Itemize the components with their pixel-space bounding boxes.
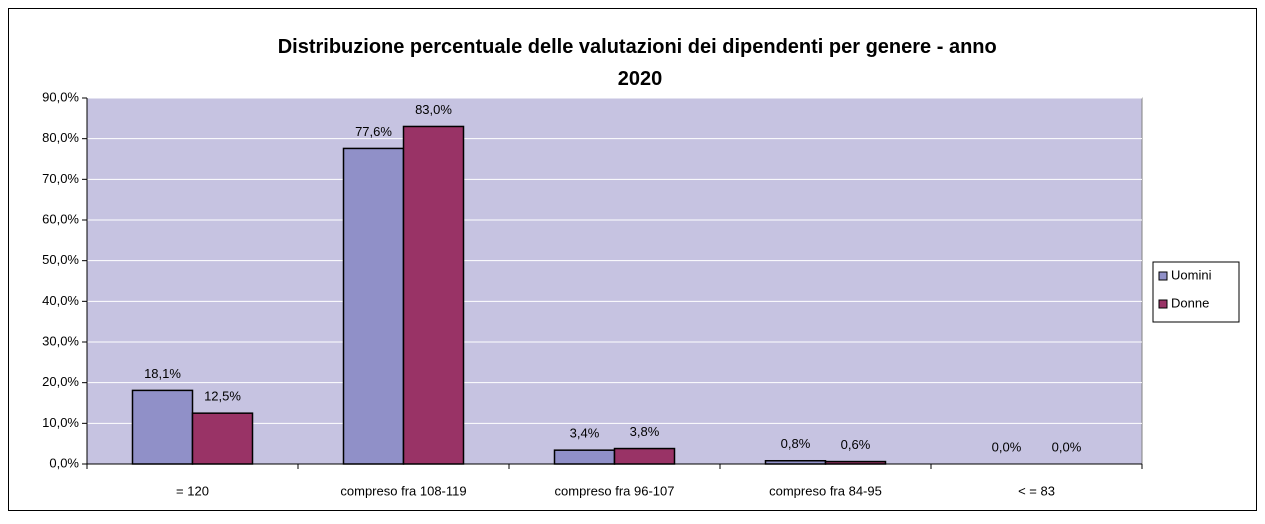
bar (613, 447, 676, 465)
data-label: 0,0% (992, 439, 1022, 454)
data-label: 0,6% (841, 437, 871, 452)
data-label: 83,0% (415, 102, 452, 117)
y-tick-label: 90,0% (42, 89, 79, 104)
y-tick-label: 40,0% (42, 293, 79, 308)
x-tick-label: compreso fra 108-119 (340, 483, 466, 498)
x-tick-label: = 120 (176, 483, 209, 498)
x-tick-label: compreso fra 84-95 (769, 483, 882, 498)
bar (824, 460, 887, 465)
chart-title: Distribuzione percentuale delle valutazi… (278, 36, 1003, 90)
data-label: 18,1% (144, 366, 181, 381)
bar (191, 412, 254, 465)
y-tick-label: 60,0% (42, 211, 79, 226)
y-tick-label: 80,0% (42, 130, 79, 145)
bar (553, 449, 616, 465)
data-label: 12,5% (204, 389, 241, 404)
bar (764, 459, 827, 465)
legend-label: Donne (1171, 295, 1209, 310)
data-label: 3,4% (570, 426, 600, 441)
y-tick-label: 10,0% (42, 415, 79, 430)
y-tick-label: 30,0% (42, 333, 79, 348)
bar (131, 389, 194, 465)
bar (342, 147, 405, 465)
data-label: 77,6% (355, 124, 392, 139)
y-tick-label: 20,0% (42, 374, 79, 389)
bar (402, 125, 465, 465)
x-tick-label: compreso fra 96-107 (555, 483, 675, 498)
legend-swatch (1158, 299, 1168, 309)
data-label: 0,8% (781, 436, 811, 451)
x-tick-label: < = 83 (1018, 483, 1055, 498)
y-tick-label: 0,0% (49, 455, 79, 470)
y-tick-label: 50,0% (42, 252, 79, 267)
data-label: 3,8% (630, 424, 660, 439)
plot-area (86, 97, 1143, 465)
y-tick-label: 70,0% (42, 171, 79, 186)
legend-label: Uomini (1171, 267, 1212, 282)
legend-swatch (1158, 271, 1168, 281)
legend-box (1152, 261, 1240, 323)
data-label: 0,0% (1052, 439, 1082, 454)
